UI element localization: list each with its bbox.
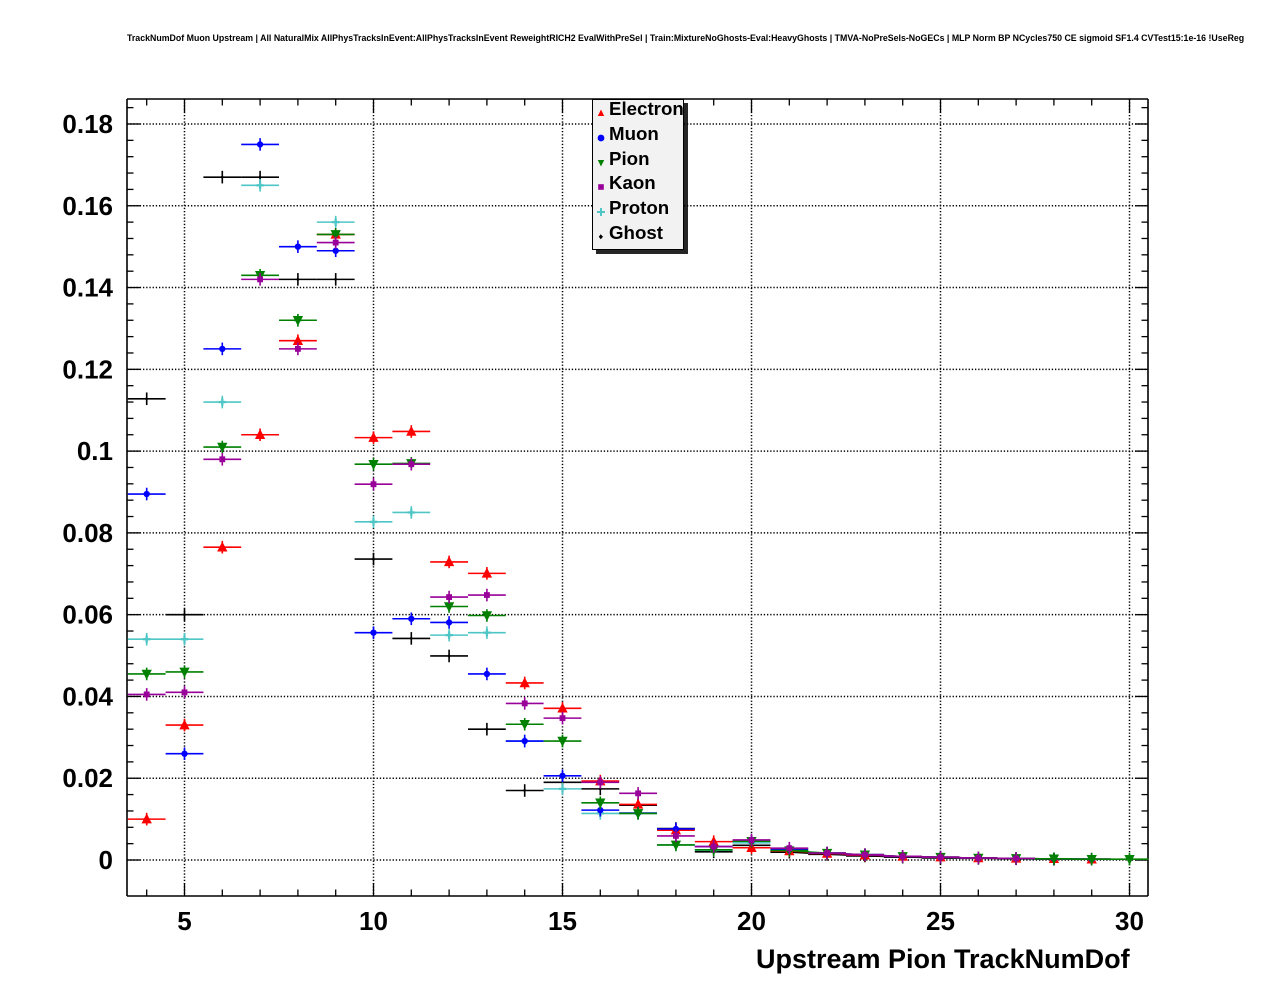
svg-text:0.06: 0.06 xyxy=(62,600,113,630)
svg-text:15: 15 xyxy=(548,906,577,936)
svg-text:25: 25 xyxy=(926,906,955,936)
svg-text:10: 10 xyxy=(359,906,388,936)
svg-text:0.02: 0.02 xyxy=(62,763,113,793)
svg-text:0.08: 0.08 xyxy=(62,518,113,548)
svg-text:0.14: 0.14 xyxy=(62,273,113,303)
svg-text:20: 20 xyxy=(737,906,766,936)
svg-text:0.16: 0.16 xyxy=(62,191,113,221)
svg-text:0: 0 xyxy=(99,845,113,875)
svg-text:0.12: 0.12 xyxy=(62,354,113,384)
svg-text:5: 5 xyxy=(177,906,191,936)
svg-text:0.18: 0.18 xyxy=(62,109,113,139)
svg-text:30: 30 xyxy=(1115,906,1144,936)
svg-text:0.04: 0.04 xyxy=(62,681,113,711)
svg-text:0.1: 0.1 xyxy=(77,436,113,466)
